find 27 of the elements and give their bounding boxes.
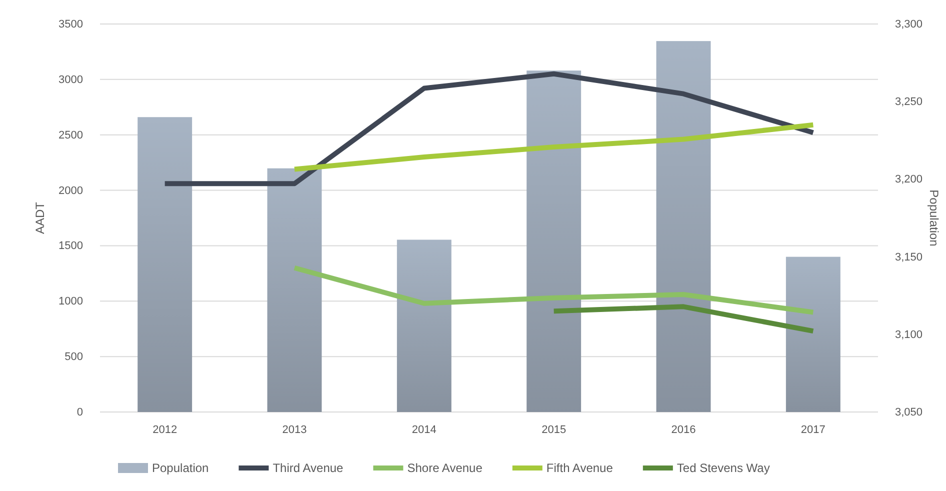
x-tick-label: 2014 xyxy=(412,424,436,436)
x-tick-label: 2013 xyxy=(282,424,307,436)
y2-tick-label: 3,050 xyxy=(895,406,923,419)
legend-label: Fifth Avenue xyxy=(546,461,614,475)
y-tick-label: 3500 xyxy=(58,18,83,31)
legend-label: Third Avenue xyxy=(272,461,344,475)
legend-label: Ted Stevens Way xyxy=(676,461,770,475)
x-tick-label: 2015 xyxy=(542,424,566,436)
y-axis-title: AADT xyxy=(33,201,47,234)
y-tick-label: 2500 xyxy=(58,129,83,142)
y-tick-label: 3000 xyxy=(58,74,83,86)
y2-tick-label: 3,250 xyxy=(895,96,923,108)
y2-tick-label: 3,200 xyxy=(895,174,923,186)
x-tick-label: 2017 xyxy=(800,424,826,436)
y-tick-label: 500 xyxy=(64,351,83,364)
legend-label: Population xyxy=(152,461,209,475)
y-tick-label: 1000 xyxy=(58,296,83,308)
y2-axis-title: Population xyxy=(927,190,941,246)
legend-label: Shore Avenue xyxy=(407,461,483,475)
x-tick-label: 2016 xyxy=(671,424,696,436)
y-tick-label: 1500 xyxy=(58,240,83,252)
y-tick-label: 0 xyxy=(76,406,83,419)
y2-tick-label: 3,100 xyxy=(895,328,923,341)
y-tick-label: 2000 xyxy=(58,184,83,197)
x-tick-label: 2012 xyxy=(152,424,178,436)
y2-tick-label: 3,300 xyxy=(895,18,923,31)
y2-tick-label: 3,150 xyxy=(895,251,923,264)
